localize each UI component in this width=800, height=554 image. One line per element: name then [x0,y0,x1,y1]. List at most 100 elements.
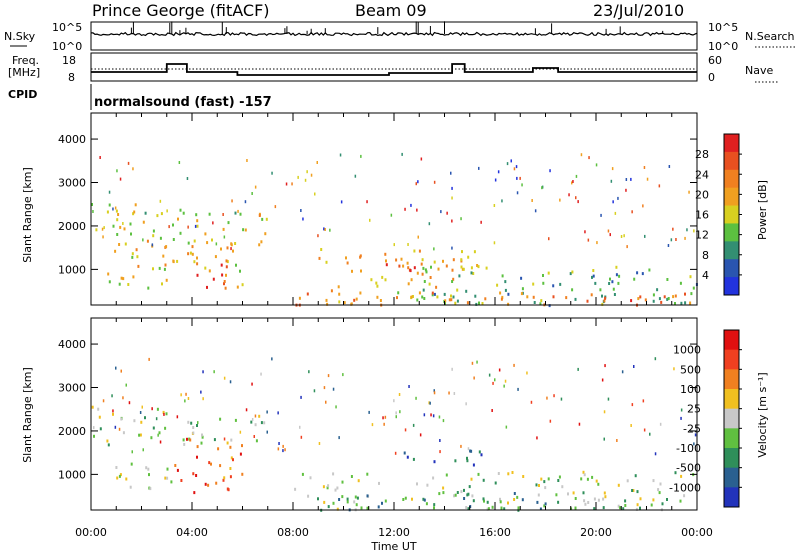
heatmap-point [673,367,675,371]
heatmap-cell [507,302,510,306]
heatmap-cell [602,497,605,501]
heatmap-point [159,440,162,444]
colorbar-tick-label: 12 [695,229,709,242]
heatmap-point [521,183,523,187]
heatmap-cell [260,240,263,244]
heatmap-cell [242,228,245,232]
heatmap-cell [679,499,682,503]
heatmap-cell [619,506,622,510]
heatmap-point [239,430,242,434]
heatmap-cell [592,269,595,272]
heatmap-cell [561,485,564,489]
heatmap-cell [189,438,192,442]
heatmap-cell [131,255,134,259]
heatmap-point [410,203,412,207]
heatmap-cell [226,441,229,445]
heatmap-cell [491,505,494,509]
heatmap-point [433,391,436,395]
heatmap-cell [452,258,455,262]
heatmap-point [416,208,418,212]
heatmap-point [516,176,518,180]
heatmap-point [517,387,519,391]
heatmap-cell [149,487,152,491]
heatmap-point [327,374,330,378]
heatmap-point [498,368,501,372]
heatmap-cell [385,259,387,263]
heatmap-point [93,426,95,430]
colorbar-tick-label: 16 [695,209,709,222]
heatmap-point [530,400,533,404]
heatmap-point [360,154,362,158]
noise-panel: N.Sky 10^5 10^0 10^5 10^0 N.Search [4,21,795,53]
heatmap-cell [192,431,195,435]
heatmap-point [314,192,316,196]
heatmap-point [450,171,452,175]
heatmap-point [446,211,448,215]
heatmap-cell [357,479,360,483]
heatmap-cell [539,302,542,306]
heatmap-cell [456,491,459,494]
heatmap-cell [432,476,435,480]
colorbar-tick-label: 100 [680,383,701,396]
heatmap-cell [604,296,607,300]
heatmap-cell [396,296,398,300]
heatmap-point [384,415,387,419]
heatmap-cell [186,437,188,441]
heatmap-cell [196,445,199,449]
heatmap-cell [470,266,473,270]
heatmap-cell [580,477,583,481]
heatmap-point [254,185,257,189]
heatmap-point [277,447,280,451]
heatmap-cell [412,457,415,461]
heatmap-cell [108,203,111,207]
heatmap-point [155,417,158,421]
heatmap-point [610,179,613,183]
heatmap-cell [478,301,480,305]
heatmap-point [659,422,662,426]
heatmap-cell [144,416,146,420]
heatmap-point [430,413,432,417]
heatmap-point [404,207,406,211]
heatmap-point [324,228,326,231]
heatmap-point [157,433,159,437]
heatmap-cell [210,462,212,466]
power-colorbar: 4 8 12 16 20 24 28 [695,133,742,296]
heatmap-cell [201,435,204,439]
heatmap-cell [204,482,207,486]
heatmap-cell [236,285,239,289]
heatmap-cell [658,491,661,495]
heatmap-cell [425,270,428,274]
heatmap-point [519,176,521,180]
heatmap-cell [622,507,625,511]
heatmap-cell [410,278,413,282]
heatmap-cell [547,271,550,275]
heatmap-point [119,177,122,181]
heatmap-cell [445,473,448,477]
heatmap-cell [473,250,476,254]
freq-tick-high: 18 [62,54,76,67]
heatmap-cell [422,497,425,501]
heatmap-cell [250,420,253,424]
heatmap-cell [482,497,485,501]
heatmap-cell [467,492,470,496]
heatmap-point [420,157,423,161]
x-tick-label: 20:00 [580,526,612,539]
heatmap-cell [193,491,196,495]
heatmap-point [291,182,293,186]
heatmap-cell [208,212,211,216]
heatmap-cell [442,486,445,490]
heatmap-cell [433,503,436,507]
heatmap-cell [557,500,560,504]
heatmap-point [300,209,302,212]
heatmap-point [318,442,321,445]
heatmap-cell [555,493,558,497]
heatmap-cell [433,292,436,296]
heatmap-cell [520,292,523,296]
heatmap-point [369,218,371,222]
heatmap-cell [180,479,183,482]
heatmap-cell [135,248,138,252]
heatmap-point [633,365,635,368]
colorbar-tick-label: 1000 [673,344,701,357]
y-tick-label: 1000 [58,263,86,276]
heatmap-cell [403,451,406,455]
